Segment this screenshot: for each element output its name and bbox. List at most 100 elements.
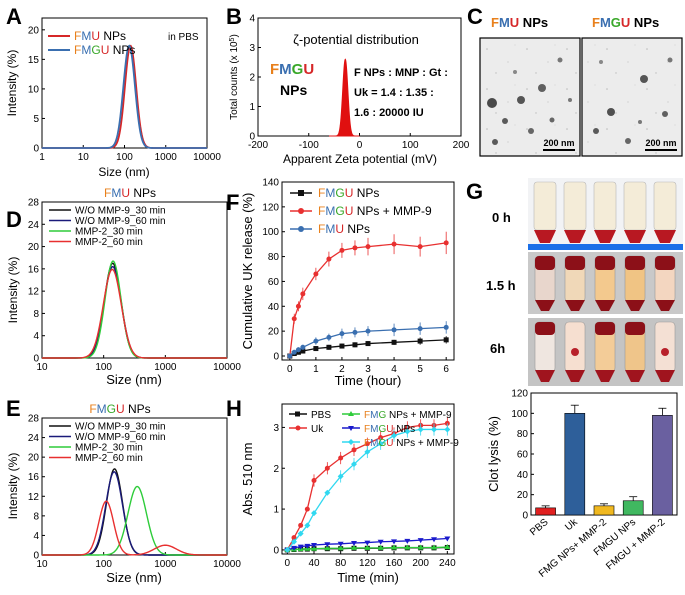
panel-d-series-line-1 bbox=[42, 262, 227, 359]
panel-b-xtick-label: 0 bbox=[357, 140, 363, 151]
tem-particles-fmu bbox=[487, 57, 572, 145]
data-point bbox=[365, 328, 371, 334]
clot-top-1-5h bbox=[625, 256, 645, 270]
panel-h-xtick-label: 200 bbox=[412, 558, 429, 569]
panel-a-series-line-1 bbox=[42, 44, 207, 149]
clot-bottom-1-5h bbox=[655, 300, 675, 311]
legend-label: W/O MMP-9_30 min bbox=[75, 422, 166, 433]
data-point bbox=[313, 346, 319, 352]
legend-h-fmg-label: FMG NPs + MMP-9 bbox=[364, 410, 452, 421]
data-point bbox=[291, 538, 297, 545]
panel-a-ytick-label: 10 bbox=[28, 84, 40, 95]
tem-image-fmu bbox=[479, 37, 581, 157]
panel-h-ytick-label: 3 bbox=[273, 423, 279, 434]
legend-fmgu-label: FMGU NPs bbox=[74, 43, 135, 57]
panel-f-series bbox=[287, 231, 449, 359]
clot-0h bbox=[564, 230, 586, 243]
tube-6h bbox=[654, 321, 676, 373]
clot-top-6h bbox=[535, 322, 555, 335]
panel-h-xtick-label: 240 bbox=[439, 558, 456, 569]
panel-g-ytick-label: 20 bbox=[517, 490, 529, 501]
clot-fragment-6h bbox=[661, 348, 669, 356]
panel-g-ytick-label: 120 bbox=[511, 389, 528, 400]
panel-b-ytick-label: 3 bbox=[249, 43, 255, 54]
clot-top-1-5h bbox=[655, 256, 675, 270]
legend-fmu-label: FMU NPs bbox=[74, 29, 126, 43]
panel-g-ylabel: Clot lysis (%) bbox=[486, 416, 501, 492]
clot-0h bbox=[624, 230, 646, 243]
panel-h-xtick-label: 120 bbox=[359, 558, 376, 569]
data-point bbox=[297, 530, 304, 537]
panel-b-zeta-potential: ζ-potential distribution 0 1 2 3 4 -200 -100 0 1… bbox=[229, 14, 470, 167]
data-point bbox=[291, 535, 297, 541]
panel-c-title-fmu: FMU NPs bbox=[491, 15, 548, 30]
data-point bbox=[444, 536, 451, 542]
data-point bbox=[417, 326, 423, 332]
legend-label: W/O MMP-9_60 min bbox=[75, 432, 166, 443]
data-point bbox=[351, 544, 357, 550]
legend-f-fmgu-mmp9-label: FMGU NPs + MMP-9 bbox=[318, 204, 432, 218]
panel-a-ytick-label: 15 bbox=[28, 55, 40, 66]
panel-b-composition-line3: 1.6 : 20000 IU bbox=[354, 107, 424, 119]
panel-a-ticks: 0 5 10 15 20 1 10 100 1000 10000 bbox=[28, 25, 221, 163]
panel-f-ytick-label: 40 bbox=[268, 302, 280, 313]
panel-h-ytick-label: 2 bbox=[273, 464, 279, 475]
panel-e-xtick-label: 100 bbox=[95, 559, 112, 570]
panel-f-ytick-label: 80 bbox=[268, 252, 280, 263]
panel-a-ylabel: Intensity (%) bbox=[5, 50, 19, 117]
panel-e-xtick-label: 1000 bbox=[154, 559, 177, 570]
data-point bbox=[326, 344, 332, 350]
panel-e-xtick-label: 10 bbox=[36, 559, 48, 570]
data-point bbox=[300, 344, 306, 350]
clot-bottom-6h bbox=[625, 370, 645, 382]
panel-b-ytick-label: 2 bbox=[249, 73, 255, 84]
data-point bbox=[326, 256, 332, 262]
panel-d-ticks: 0 4 8 12 16 20 24 28 10 100 1000 10000 bbox=[28, 198, 241, 374]
data-point bbox=[404, 544, 411, 550]
panel-b-composition-line1: F NPs : MNP : Gt : bbox=[354, 67, 448, 79]
panel-b-xtick-label: -200 bbox=[248, 140, 268, 151]
panel-f-uk-release: 0 20 40 60 80 100 120 140 0 1 2 3 4 5 6 FMGU NPs FMGU … bbox=[240, 178, 455, 388]
data-point bbox=[324, 465, 330, 471]
panel-b-peak bbox=[329, 58, 360, 137]
panel-d-ytick-label: 16 bbox=[28, 264, 40, 275]
panel-g-ytick-label: 60 bbox=[517, 450, 529, 461]
panel-f-ytick-label: 60 bbox=[268, 277, 280, 288]
data-point bbox=[351, 540, 357, 546]
panel-h-frame bbox=[281, 403, 455, 555]
panel-a-annotation: in PBS bbox=[168, 32, 199, 43]
data-point bbox=[431, 426, 437, 433]
panel-f-xtick-label: 5 bbox=[417, 364, 423, 375]
panel-g-ytick-label: 100 bbox=[511, 409, 528, 420]
data-point bbox=[391, 241, 397, 247]
data-point bbox=[352, 342, 358, 348]
data-point bbox=[391, 544, 397, 550]
tube-0h bbox=[653, 181, 677, 231]
panel-label-f: F bbox=[226, 190, 239, 215]
panel-f-xlabel: Time (hour) bbox=[335, 373, 402, 388]
legend-h-fmgu-mmp9-label: FMGU NPs + MMP-9 bbox=[364, 438, 459, 449]
clot-0h bbox=[654, 230, 676, 243]
panel-h-xlabel: Time (min) bbox=[337, 570, 399, 585]
clot-bottom-1-5h bbox=[565, 300, 585, 311]
scale-bar-fmu-label: 200 nm bbox=[543, 138, 574, 148]
panel-e-xlabel: Size (nm) bbox=[106, 570, 162, 585]
panel-d-ytick-label: 8 bbox=[33, 309, 39, 320]
clot-0h bbox=[534, 230, 556, 243]
legend-f-fmu-label: FMU NPs bbox=[318, 222, 370, 236]
panel-h-ytick-label: 0 bbox=[273, 545, 279, 556]
data-point bbox=[324, 542, 331, 548]
data-point bbox=[364, 448, 371, 455]
panel-f-ytick-label: 100 bbox=[262, 227, 279, 238]
data-point bbox=[338, 455, 344, 461]
panel-d-frame bbox=[41, 201, 228, 359]
data-point bbox=[298, 522, 304, 528]
panel-d-ytick-label: 0 bbox=[33, 354, 39, 365]
panel-f-xtick-label: 1 bbox=[313, 364, 319, 375]
data-point bbox=[284, 546, 291, 553]
data-point bbox=[352, 245, 358, 251]
data-point bbox=[295, 347, 301, 353]
data-point bbox=[297, 544, 304, 550]
bar bbox=[622, 500, 644, 516]
